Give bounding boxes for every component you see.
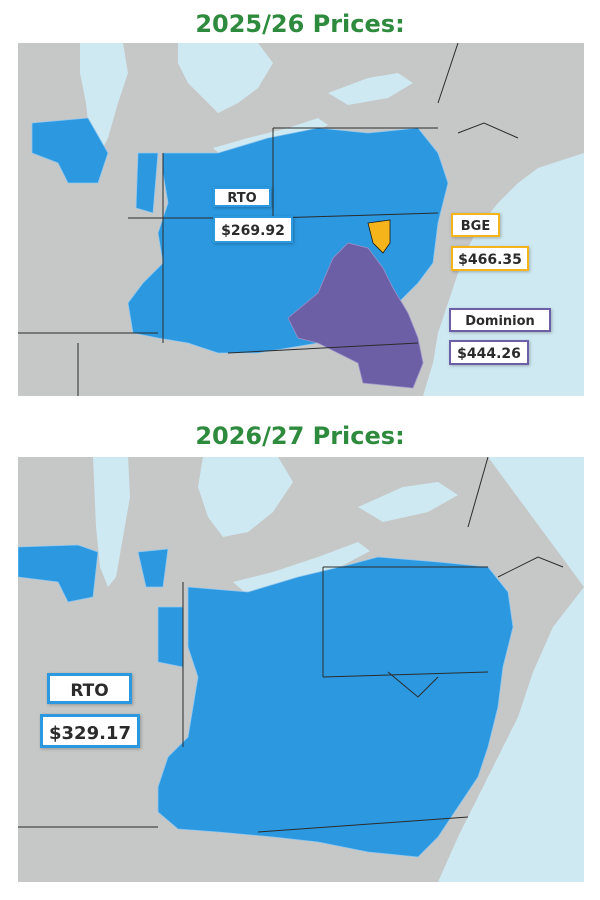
- rto-price-2026: $329.17: [40, 714, 140, 748]
- state-borders: [18, 457, 564, 833]
- rto-label-2026: RTO: [47, 673, 132, 704]
- state-borders: [18, 43, 519, 396]
- lake-ontario: [358, 482, 458, 522]
- lake-erie: [233, 542, 370, 595]
- bge-price-2025: $466.35: [451, 246, 529, 271]
- bge-label-2025: BGE: [451, 213, 500, 237]
- bge-region: [367, 219, 391, 254]
- lake-huron: [178, 43, 273, 113]
- map-2026-27-graphic: [18, 457, 584, 882]
- pjm-rto-region: [18, 544, 514, 858]
- dominion-price-2025: $444.26: [449, 340, 529, 365]
- dominion-region: [287, 242, 424, 389]
- dominion-label-2025: Dominion: [449, 308, 551, 332]
- ocean: [423, 43, 584, 396]
- panel-2-title: 2026/27 Prices:: [195, 422, 405, 450]
- rto-price-2025: $269.92: [213, 216, 293, 243]
- ocean: [438, 457, 584, 882]
- lake-ontario: [328, 73, 413, 105]
- map-2026-27: [18, 457, 584, 882]
- rto-label-2025: RTO: [213, 187, 271, 207]
- lake-michigan: [93, 457, 130, 587]
- lake-huron: [198, 457, 293, 537]
- panel-1-title: 2025/26 Prices:: [195, 10, 405, 38]
